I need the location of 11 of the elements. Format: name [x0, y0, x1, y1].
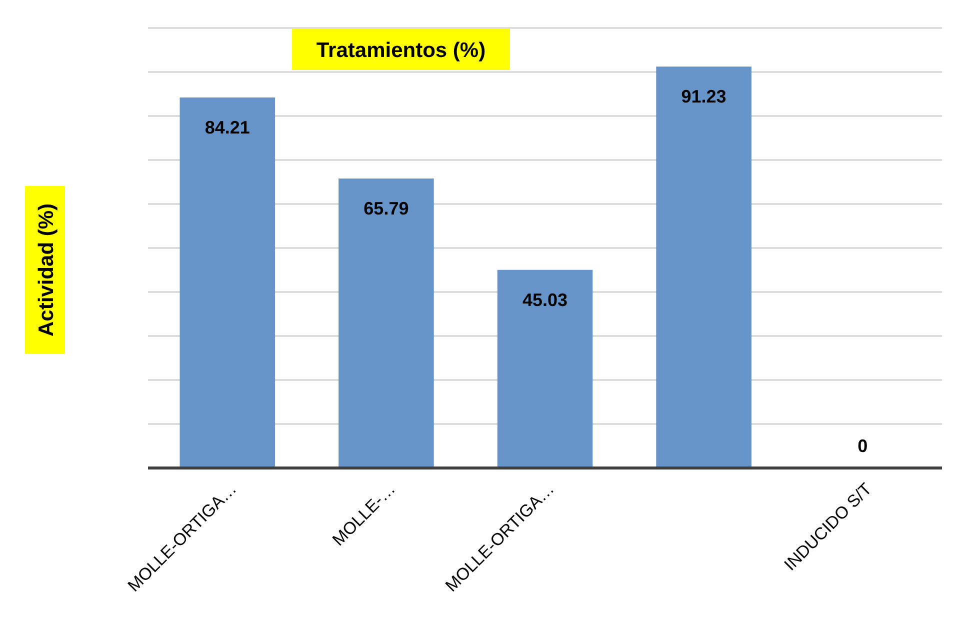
bar: [180, 97, 276, 468]
bar: [338, 178, 434, 468]
data-label: 65.79: [364, 198, 409, 219]
bar: [656, 66, 752, 468]
data-label: 0: [858, 436, 868, 456]
data-label: 84.21: [204, 117, 250, 138]
data-label: 45.03: [522, 290, 568, 310]
y-axis-title: Actividad (%): [35, 203, 58, 337]
data-label: 91.23: [681, 86, 726, 107]
bar: [497, 270, 593, 468]
text: Tratamientos (%): [316, 39, 486, 62]
